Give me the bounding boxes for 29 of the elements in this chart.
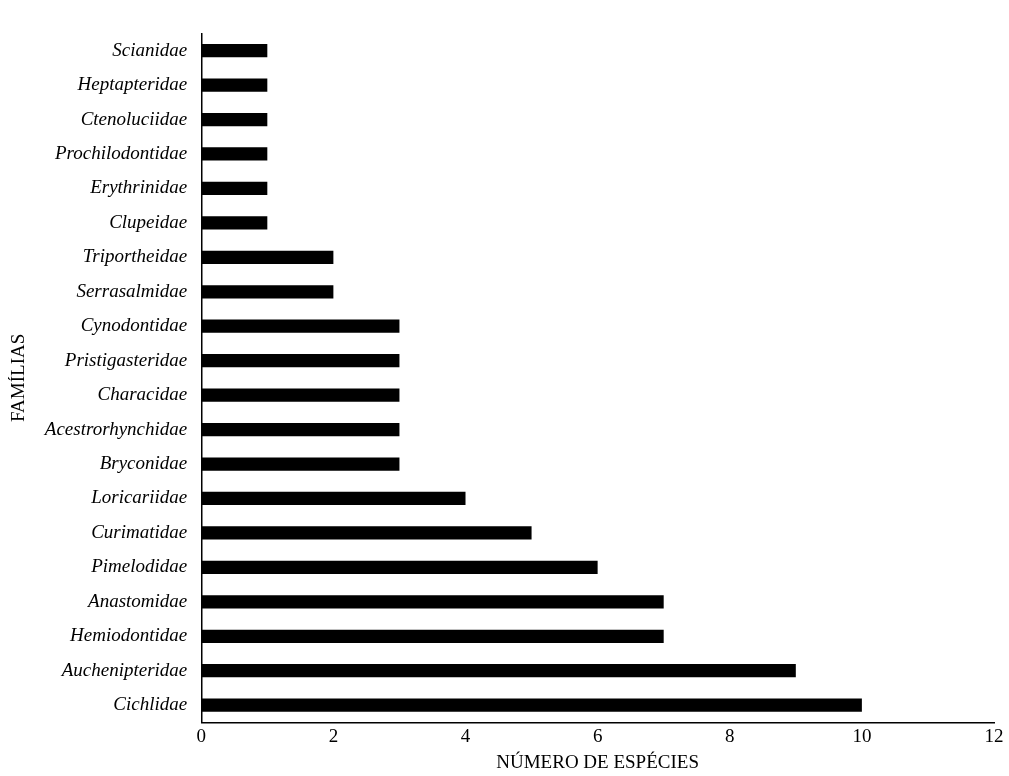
x-tick-label: 10: [852, 724, 872, 746]
y-tick-label: Cichlidae: [113, 693, 188, 715]
y-tick-label: Cynodontidae: [80, 314, 188, 336]
y-tick-label: Anastomidae: [86, 589, 188, 611]
y-tick-label: Loricariidae: [90, 486, 188, 508]
y-tick-label: Pimelodidae: [90, 555, 188, 577]
y-tick-label: Pristigasteridae: [63, 348, 188, 370]
y-tick-label: Prochilodontidae: [53, 141, 188, 163]
y-tick-label: Auchenipteridae: [59, 658, 188, 680]
y-tick-label: Triportheidae: [82, 245, 188, 267]
x-tick-label: 12: [984, 724, 1004, 746]
y-tick-label: Curimatidae: [91, 520, 188, 542]
x-tick-label: 2: [328, 724, 339, 746]
y-tick-label: Characidae: [97, 383, 188, 405]
y-tick-label: Scianidae: [112, 38, 188, 60]
x-tick-label: 4: [460, 724, 471, 746]
y-tick-label: Acestrorhynchidae: [42, 417, 188, 439]
y-tick-label: Hemiodontidae: [69, 624, 188, 646]
y-tick-label: Clupeidae: [109, 210, 188, 232]
y-tick-label: Erythrinidae: [89, 176, 188, 198]
y-tick-label: Ctenoluciidae: [80, 107, 188, 129]
y-axis-title: FAMÍLIAS: [7, 333, 29, 423]
y-tick-label: Bryconidae: [99, 452, 188, 474]
x-tick-label: 0: [196, 724, 207, 746]
x-tick-label: 8: [725, 724, 735, 746]
x-tick-label: 6: [592, 724, 603, 746]
y-tick-label: Serrasalmidae: [76, 279, 188, 301]
y-tick-label: Heptapteridae: [76, 73, 188, 95]
x-axis-title: NÚMERO DE ESPÉCIES: [496, 750, 699, 772]
